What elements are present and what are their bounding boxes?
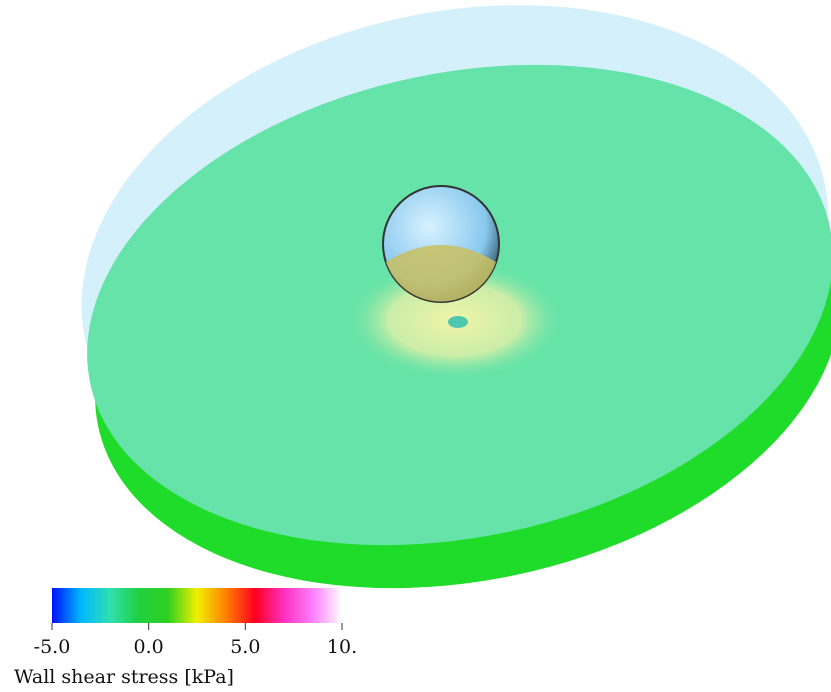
tick-label: -5.0: [34, 636, 71, 658]
disk: [33, 0, 831, 654]
scene: Wall shear stress [kPa] -5.0 0.0 5.0 10.: [0, 0, 831, 692]
colorbar-title: Wall shear stress [kPa]: [14, 666, 234, 688]
colorbar: Wall shear stress [kPa] -5.0 0.0 5.0 10.: [14, 588, 357, 688]
colorbar-gradient: [52, 588, 342, 623]
stress-spot: [448, 316, 468, 328]
tick-label: 0.0: [134, 636, 164, 658]
tick-label: 5.0: [230, 636, 260, 658]
tick-label: 10.: [327, 636, 357, 658]
